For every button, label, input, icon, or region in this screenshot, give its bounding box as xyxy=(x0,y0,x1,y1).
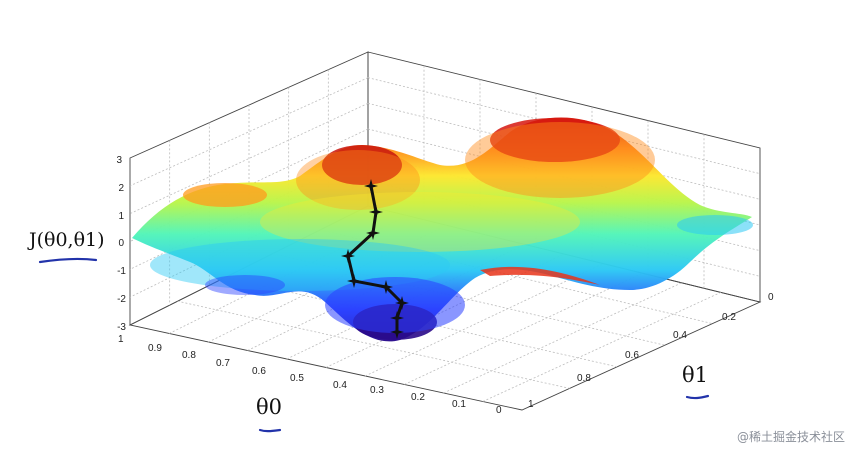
x-tick-label: 0.5 xyxy=(290,373,304,384)
descent-point xyxy=(369,205,383,219)
y-tick-label: 0.4 xyxy=(673,330,687,341)
descent-point xyxy=(390,325,404,339)
z-ticks: 3 2 1 0 -1 -2 -3 xyxy=(116,155,126,333)
x-tick-label: 0.1 xyxy=(452,399,466,410)
x-tick-label: 0.9 xyxy=(148,343,162,354)
valley-main-halo xyxy=(325,277,465,333)
descent-path-markers xyxy=(341,179,409,339)
right-tail xyxy=(677,215,753,235)
z-axis-underline xyxy=(38,257,98,264)
x-tick-label: 0.6 xyxy=(252,366,266,377)
x-ticks: 1 0.9 0.8 0.7 0.6 0.5 0.4 0.3 0.2 0.1 0 xyxy=(118,334,502,416)
x-tick-label: 0.7 xyxy=(216,358,230,369)
peak-right-halo xyxy=(465,122,655,198)
watermark: @稀土掘金技术社区 xyxy=(737,429,845,444)
peak-right xyxy=(490,118,620,162)
x-tick-label: 0.3 xyxy=(370,385,384,396)
z-tick-label: 3 xyxy=(116,155,122,166)
floor-grid-b xyxy=(320,229,713,324)
descent-point xyxy=(364,179,378,193)
descent-point xyxy=(390,311,404,325)
descent-point xyxy=(341,249,355,263)
peak-center xyxy=(322,145,402,185)
descent-point xyxy=(379,280,393,294)
z-tick-label: 0 xyxy=(118,238,124,249)
x-tick-label: 1 xyxy=(118,334,124,345)
x-tick-label: 0.8 xyxy=(182,350,196,361)
descent-point xyxy=(366,226,380,240)
x-tick-label: 0.4 xyxy=(333,380,347,391)
y-axis-label: θ1 xyxy=(682,363,708,387)
mid-band xyxy=(260,192,580,252)
z-tick-label: -3 xyxy=(117,322,126,333)
fold-right xyxy=(480,266,600,285)
z-tick-label: -1 xyxy=(117,266,126,277)
x-axis-underline xyxy=(258,428,282,433)
y-tick-label: 0.2 xyxy=(722,312,736,323)
y-tick-label: 1 xyxy=(528,399,534,410)
x-axis-label: θ0 xyxy=(256,395,282,419)
y-tick-label: 0.6 xyxy=(625,350,639,361)
floor-grid-a xyxy=(443,282,682,394)
peak-left xyxy=(183,183,267,207)
descent-point xyxy=(395,296,409,310)
y-ticks: 0 0.2 0.4 0.6 0.8 1 xyxy=(528,292,774,410)
z-tick-label: 2 xyxy=(118,183,124,194)
x-tick-label: 0 xyxy=(496,405,502,416)
left-wall-grid-h xyxy=(129,77,369,187)
y-tick-label: 0.8 xyxy=(577,373,591,384)
surface-body xyxy=(132,117,752,342)
descent-point xyxy=(347,274,361,288)
z-tick-label: 1 xyxy=(118,211,124,222)
y-axis-underline xyxy=(685,394,710,400)
surface xyxy=(132,117,753,342)
y-tick-label: 0 xyxy=(768,292,774,303)
x-tick-label: 0.2 xyxy=(411,392,425,403)
low-band xyxy=(150,239,450,291)
peak-center-halo xyxy=(296,150,420,210)
floor-grid-b xyxy=(272,253,665,346)
valley-left xyxy=(205,275,285,295)
z-tick-label: -2 xyxy=(117,294,126,305)
floor-grid-b xyxy=(177,300,570,389)
z-axis-label: J(θ0,θ1) xyxy=(27,229,105,251)
descent-path xyxy=(341,179,409,339)
